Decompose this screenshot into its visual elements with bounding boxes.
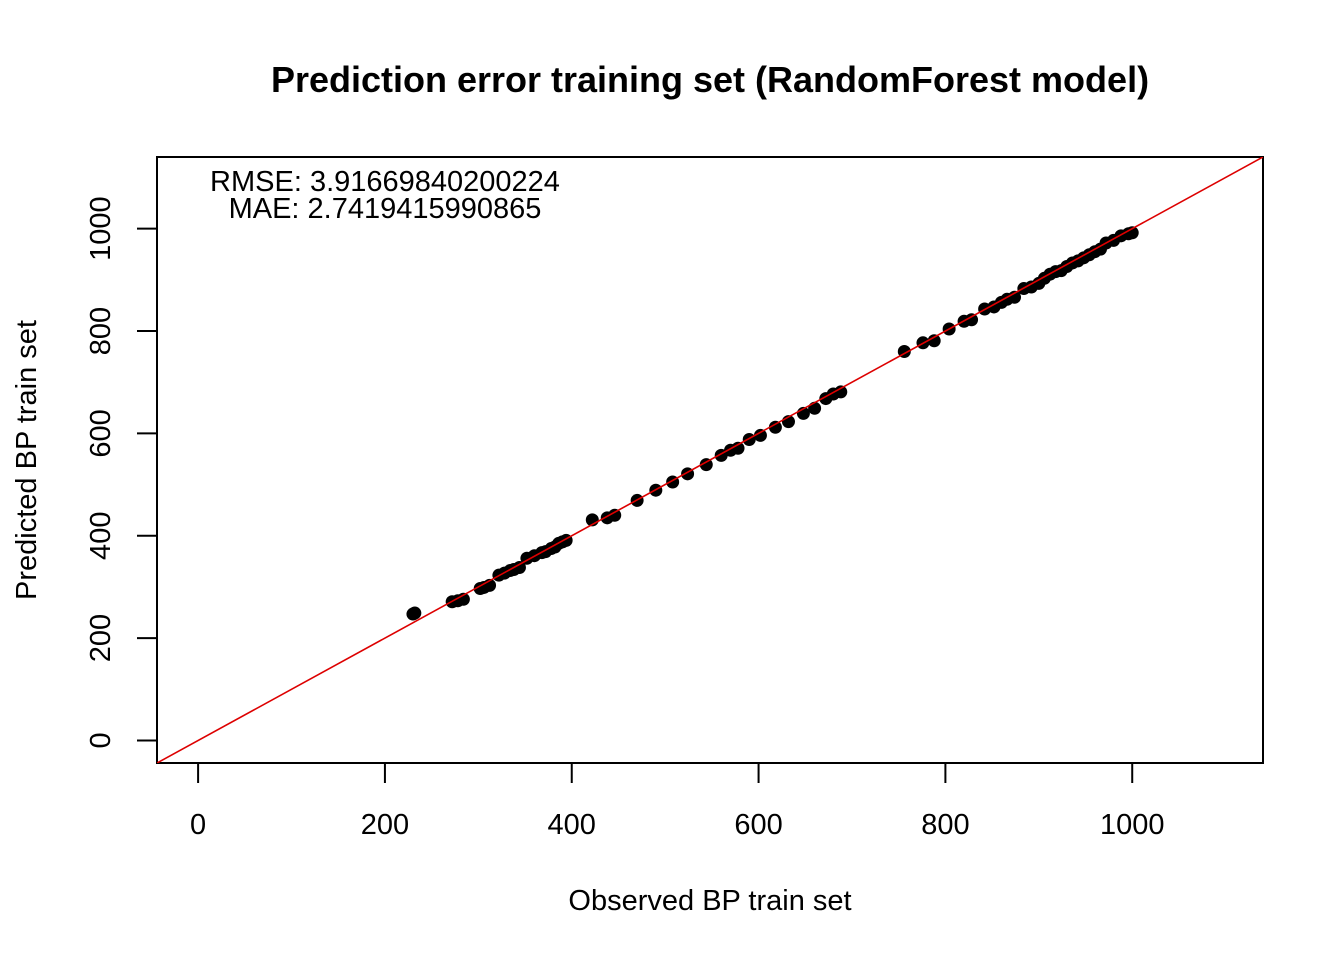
data-point bbox=[512, 560, 526, 574]
data-point bbox=[456, 592, 470, 606]
x-tick-label: 600 bbox=[734, 809, 782, 841]
x-ticks: 0 200 400 600 800 1000 bbox=[190, 763, 1164, 841]
data-point bbox=[834, 385, 848, 399]
y-tick-label: 800 bbox=[85, 307, 117, 355]
rmse-annotation: RMSE: 3.91669840200224 bbox=[210, 166, 560, 198]
chart-title: Prediction error training set (RandomFor… bbox=[271, 59, 1149, 100]
x-tick-label: 800 bbox=[921, 809, 969, 841]
x-tick-label: 200 bbox=[361, 809, 409, 841]
x-axis: 0 200 400 600 800 1000 bbox=[190, 762, 1164, 841]
data-point bbox=[808, 401, 822, 415]
data-point bbox=[699, 458, 713, 472]
data-point bbox=[742, 433, 756, 447]
data-point bbox=[408, 606, 422, 620]
y-tick-label: 200 bbox=[85, 614, 117, 662]
x-tick-label: 400 bbox=[548, 809, 596, 841]
data-point bbox=[753, 428, 767, 442]
y-tick-label: 600 bbox=[85, 409, 117, 457]
y-axis-label: Predicted BP train set bbox=[11, 320, 43, 600]
y-ticks: 0 200 400 600 800 1000 bbox=[85, 196, 157, 749]
identity-reference-line bbox=[157, 157, 1263, 763]
y-axis: 0 200 400 600 800 1000 bbox=[85, 196, 158, 749]
mae-annotation: MAE: 2.7419415990865 bbox=[229, 193, 542, 225]
x-tick-label: 1000 bbox=[1100, 809, 1165, 841]
x-axis-label: Observed BP train set bbox=[568, 885, 851, 917]
data-point bbox=[608, 508, 622, 522]
data-point bbox=[1125, 226, 1139, 240]
y-tick-label: 1000 bbox=[85, 196, 117, 261]
y-tick-label: 400 bbox=[85, 512, 117, 560]
data-point bbox=[1008, 290, 1022, 304]
data-points-layer bbox=[406, 226, 1139, 621]
data-point bbox=[965, 313, 979, 327]
y-tick-label: 0 bbox=[85, 732, 117, 748]
data-point bbox=[731, 441, 745, 455]
x-tick-label: 0 bbox=[190, 809, 206, 841]
data-point bbox=[768, 420, 782, 434]
data-point bbox=[927, 334, 941, 348]
